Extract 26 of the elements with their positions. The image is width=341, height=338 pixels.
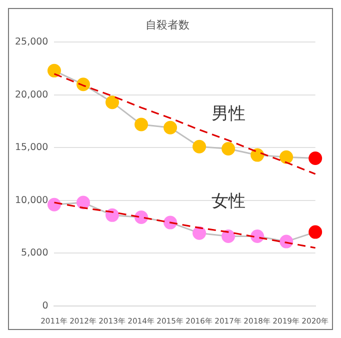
y-tick-label: 5,000: [21, 248, 48, 259]
point: [106, 96, 120, 110]
point: [192, 140, 206, 154]
point: [308, 151, 322, 165]
point: [222, 230, 236, 244]
point: [192, 226, 206, 240]
chart-title: 自殺者数: [146, 18, 190, 32]
point: [164, 120, 178, 134]
series-label: 女性: [211, 192, 246, 212]
point: [250, 148, 264, 162]
point: [250, 230, 264, 244]
y-tick-label: 10,000: [14, 194, 48, 206]
y-tick-label: 20,000: [14, 89, 48, 100]
point: [280, 150, 294, 164]
y-tick-label: 25,000: [14, 36, 48, 48]
point: [76, 196, 90, 210]
y-tick-label: 0: [42, 300, 48, 312]
point: [47, 64, 61, 78]
point: [308, 225, 322, 239]
point: [134, 210, 148, 224]
y-tick-label: 15,000: [14, 142, 48, 154]
point: [106, 208, 120, 222]
series-label: 男性: [211, 104, 246, 124]
point: [134, 118, 148, 132]
point: [222, 142, 236, 156]
point: [47, 198, 61, 212]
